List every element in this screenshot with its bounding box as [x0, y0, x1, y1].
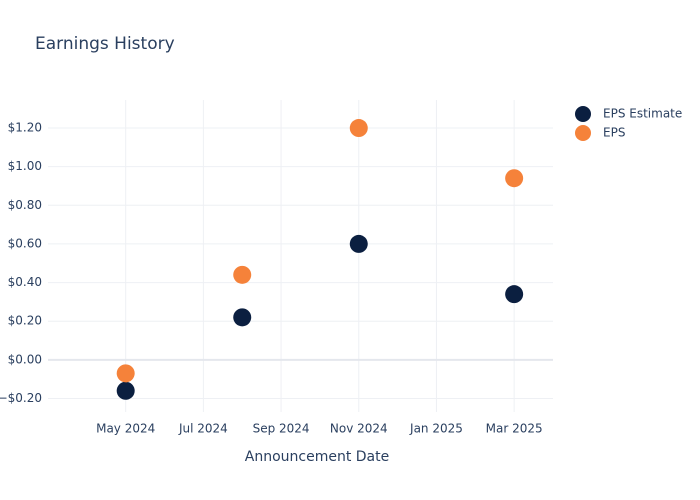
x-tick-label: May 2024	[96, 422, 155, 436]
legend-marker	[575, 106, 591, 122]
y-tick-label: −$0.20	[0, 391, 42, 405]
y-tick-label: $0.80	[8, 198, 42, 212]
point	[116, 364, 135, 383]
x-tick-label: Nov 2024	[330, 422, 388, 436]
x-tick-label: Jul 2024	[178, 422, 228, 436]
legend-label: EPS	[603, 126, 625, 140]
legend-marker	[575, 125, 591, 141]
x-tick-label: Jan 2025	[409, 422, 463, 436]
point	[233, 308, 252, 327]
legend-label: EPS Estimate	[603, 107, 682, 121]
point	[233, 265, 252, 284]
y-tick-label: $0.60	[8, 236, 42, 250]
y-tick-label: $0.20	[8, 314, 42, 328]
x-tick-label: Sep 2024	[253, 422, 310, 436]
y-tick-label: $0.40	[8, 275, 42, 289]
x-tick-label: Mar 2025	[486, 422, 543, 436]
point	[349, 234, 368, 253]
y-tick-label: $1.00	[8, 159, 42, 173]
y-tick-label: $0.00	[8, 352, 42, 366]
x-axis-title: Announcement Date	[245, 449, 389, 465]
point	[116, 381, 135, 400]
point	[505, 169, 524, 188]
chart-title: Earnings History	[35, 34, 175, 54]
point	[349, 119, 368, 138]
y-tick-label: $1.20	[8, 121, 42, 135]
point	[505, 285, 524, 304]
